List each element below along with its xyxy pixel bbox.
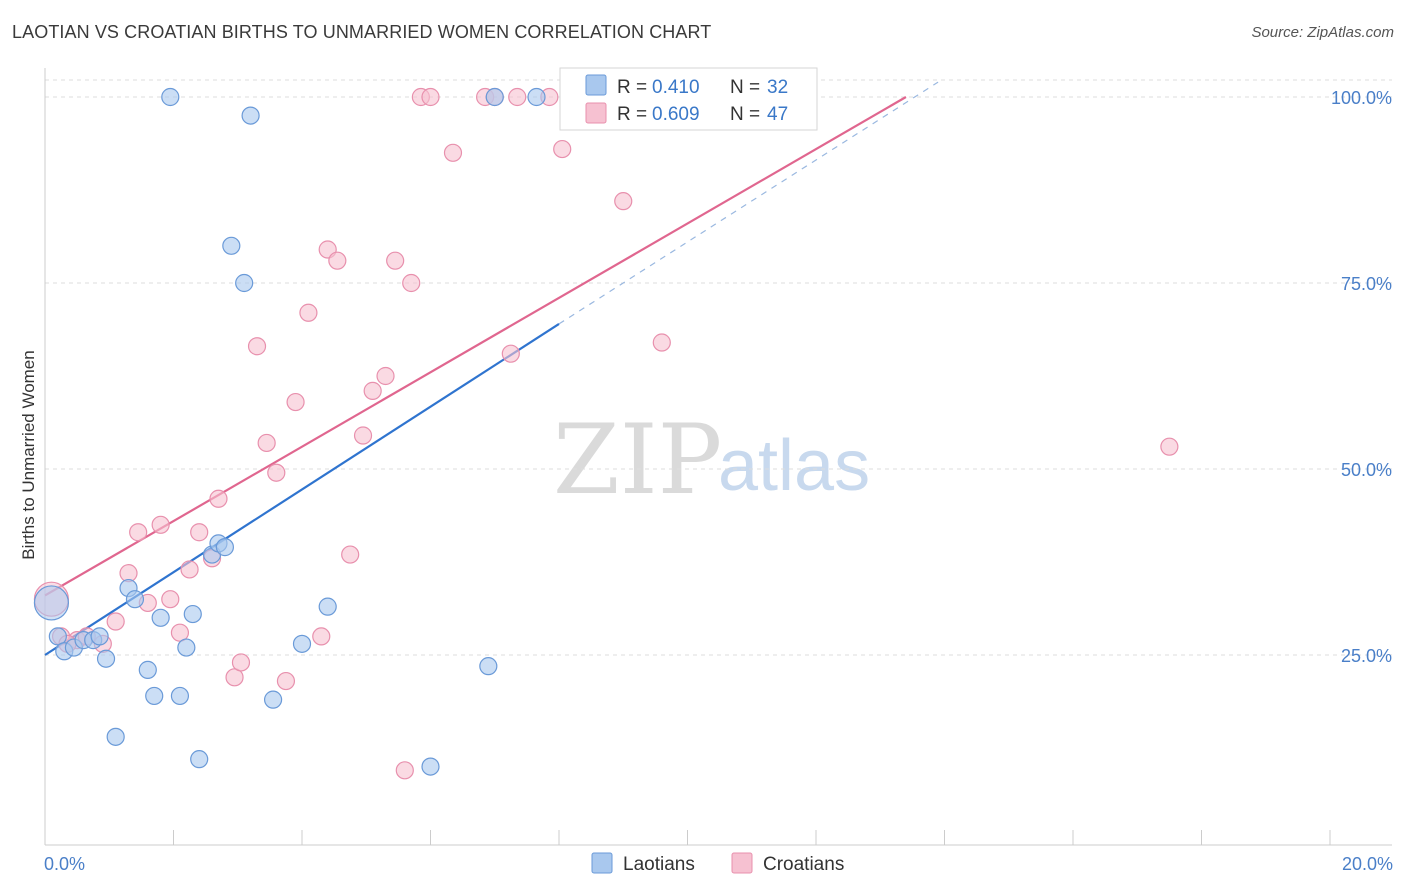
grid-lines	[45, 79, 1392, 656]
point-croatians	[402, 273, 421, 293]
point-laotians	[215, 538, 234, 557]
x-tick-label: 0.0%	[44, 854, 85, 874]
point-laotians	[96, 649, 116, 668]
point-laotians	[222, 236, 241, 255]
stats-legend: R = 0.410 N = 32 R = 0.609 N = 47	[559, 67, 818, 131]
point-laotians	[183, 604, 202, 624]
point-croatians	[286, 392, 305, 412]
point-laotians	[177, 638, 196, 657]
point-croatians	[161, 590, 180, 609]
stats-swatch-laotian	[585, 74, 607, 96]
x-tick-label: 20.0%	[1342, 854, 1393, 874]
point-croatians	[553, 139, 572, 159]
point-laotians	[263, 690, 283, 709]
stats-n-label-laotian: N =	[730, 77, 760, 98]
watermark-zip: ZIP	[553, 404, 722, 516]
legend-label-laotians: Laotians	[623, 854, 695, 875]
stats-n-value-croatian: 47	[767, 104, 788, 125]
trend-line-laotians	[44, 322, 560, 656]
stats-n-value-laotian: 32	[767, 77, 788, 98]
stats-r-value-laotian: 0.410	[652, 77, 700, 98]
legend-label-croatians: Croatians	[763, 854, 844, 875]
chart-title: LAOTIAN VS CROATIAN BIRTHS TO UNMARRIED …	[12, 22, 712, 42]
point-laotians	[106, 727, 125, 746]
point-laotians	[138, 660, 157, 679]
point-laotians	[318, 597, 337, 616]
point-croatians	[501, 344, 520, 363]
tick-labels: 25.0% 50.0% 75.0% 100.0% 0.0% 20.0%	[44, 88, 1393, 874]
point-croatians	[276, 671, 296, 691]
legend-swatch-laotians	[591, 852, 613, 874]
y-tick-label: 100.0%	[1331, 88, 1392, 108]
point-croatians	[614, 192, 633, 211]
point-croatians	[209, 489, 228, 508]
stats-r-value-croatian: 0.609	[652, 104, 700, 125]
point-croatians	[299, 303, 318, 322]
point-croatians	[421, 87, 440, 107]
point-croatians	[328, 251, 347, 270]
point-laotians	[161, 87, 180, 107]
point-croatians	[180, 560, 199, 579]
point-croatians	[190, 523, 209, 542]
point-croatians	[508, 87, 527, 107]
point-croatians	[106, 612, 125, 631]
y-tick-label: 50.0%	[1341, 460, 1392, 480]
stats-swatch-croatian	[585, 102, 607, 124]
point-croatians	[247, 337, 267, 356]
axes	[44, 68, 1392, 846]
point-laotians	[170, 686, 190, 706]
data-points	[33, 87, 1179, 780]
point-croatians	[231, 653, 251, 672]
trend-line-laotians-extension	[558, 81, 939, 325]
stats-n-label-croatian: N =	[730, 104, 760, 125]
point-laotians	[292, 634, 312, 653]
source-label: Source: ZipAtlas.com	[1251, 24, 1394, 41]
y-tick-label: 25.0%	[1341, 646, 1392, 666]
point-croatians	[395, 761, 414, 780]
point-laotians	[485, 87, 504, 107]
point-croatians	[151, 515, 170, 534]
trend-line-croatians	[44, 96, 907, 597]
point-croatians	[267, 463, 286, 482]
point-laotians	[241, 106, 260, 125]
point-laotians	[90, 627, 109, 646]
bottom-legend: Laotians Croatians	[591, 852, 844, 875]
point-laotians	[145, 686, 164, 706]
trend-lines	[44, 81, 939, 656]
point-laotians	[33, 585, 70, 621]
point-laotians	[235, 273, 254, 293]
watermark-atlas: atlas	[718, 426, 870, 506]
point-laotians	[479, 657, 498, 676]
point-croatians	[363, 381, 382, 400]
y-axis-title: Births to Unmarried Women	[19, 350, 38, 559]
point-croatians	[312, 627, 331, 646]
point-croatians	[652, 333, 671, 352]
point-croatians	[1160, 437, 1179, 456]
point-croatians	[353, 426, 373, 445]
point-laotians	[527, 87, 546, 107]
point-croatians	[386, 251, 405, 270]
point-croatians	[257, 433, 276, 453]
y-tick-label: 75.0%	[1341, 274, 1392, 294]
point-laotians	[421, 757, 440, 776]
point-croatians	[443, 143, 463, 162]
legend-swatch-croatians	[731, 852, 753, 874]
point-croatians	[341, 545, 360, 564]
stats-r-label-croatian: R =	[617, 104, 647, 125]
point-laotians	[125, 590, 145, 609]
point-croatians	[129, 523, 148, 542]
point-croatians	[376, 366, 395, 386]
point-laotians	[151, 608, 170, 627]
stats-r-label-laotian: R =	[617, 77, 647, 98]
point-laotians	[190, 750, 209, 769]
